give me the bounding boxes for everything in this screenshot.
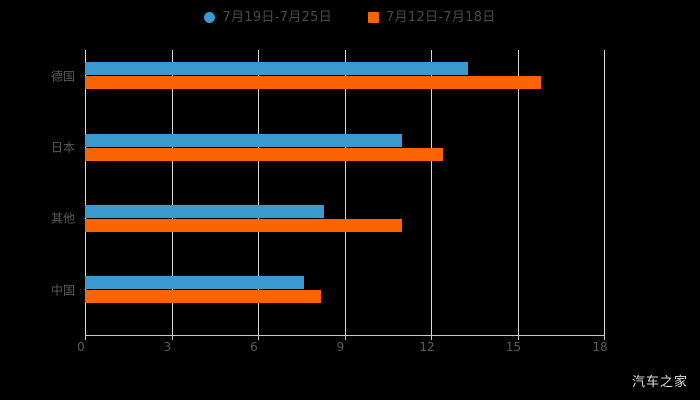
gridline <box>517 50 519 335</box>
bar[interactable] <box>85 76 541 90</box>
gridline <box>344 50 346 335</box>
y-axis-category-label: 德国 <box>50 69 75 84</box>
gridline <box>258 50 259 335</box>
bar[interactable] <box>85 290 322 304</box>
legend-label: 7月19日-7月25日 <box>222 9 332 25</box>
watermark: 汽车之家 <box>631 375 688 390</box>
bar[interactable] <box>85 276 305 290</box>
legend-entry[interactable]: 7月19日-7月25日 <box>204 11 332 24</box>
x-tick-label: 9 <box>336 340 345 354</box>
gridline <box>431 50 432 335</box>
bar[interactable] <box>85 147 443 161</box>
gridline <box>604 50 605 335</box>
legend-label: 7月12日-7月18日 <box>386 9 496 25</box>
bar[interactable] <box>85 133 403 147</box>
y-axis-category-label: 日本 <box>50 140 75 155</box>
x-tick-mark <box>171 335 173 340</box>
legend-square-icon <box>368 11 379 23</box>
x-tick-label: 6 <box>250 340 258 354</box>
x-tick-mark <box>344 335 346 340</box>
x-tick-label: 0 <box>77 340 85 354</box>
bar[interactable] <box>85 204 325 218</box>
x-tick-mark <box>85 335 86 340</box>
x-tick-label: 12 <box>419 340 435 354</box>
bar[interactable] <box>85 218 403 232</box>
x-tick-mark <box>517 335 519 340</box>
x-tick-label: 15 <box>505 340 522 354</box>
x-tick-mark <box>604 335 605 340</box>
gridline <box>171 50 173 335</box>
x-tick-mark <box>258 335 259 340</box>
x-tick-mark <box>431 335 432 340</box>
y-axis-category-label: 中国 <box>50 283 75 298</box>
y-axis-line <box>85 50 86 335</box>
plot-area <box>85 50 605 335</box>
x-tick-label: 3 <box>163 340 172 354</box>
y-axis-labels: 德国 日本 其他 中国 <box>0 0 75 400</box>
chart-legend: 7月19日-7月25日 7月12日-7月18日 <box>0 4 700 30</box>
y-axis-category-label: 其他 <box>50 211 75 226</box>
x-tick-label: 18 <box>592 340 608 354</box>
bar[interactable] <box>85 62 469 76</box>
legend-dot-icon <box>204 11 216 23</box>
legend-entry[interactable]: 7月12日-7月18日 <box>368 11 496 24</box>
